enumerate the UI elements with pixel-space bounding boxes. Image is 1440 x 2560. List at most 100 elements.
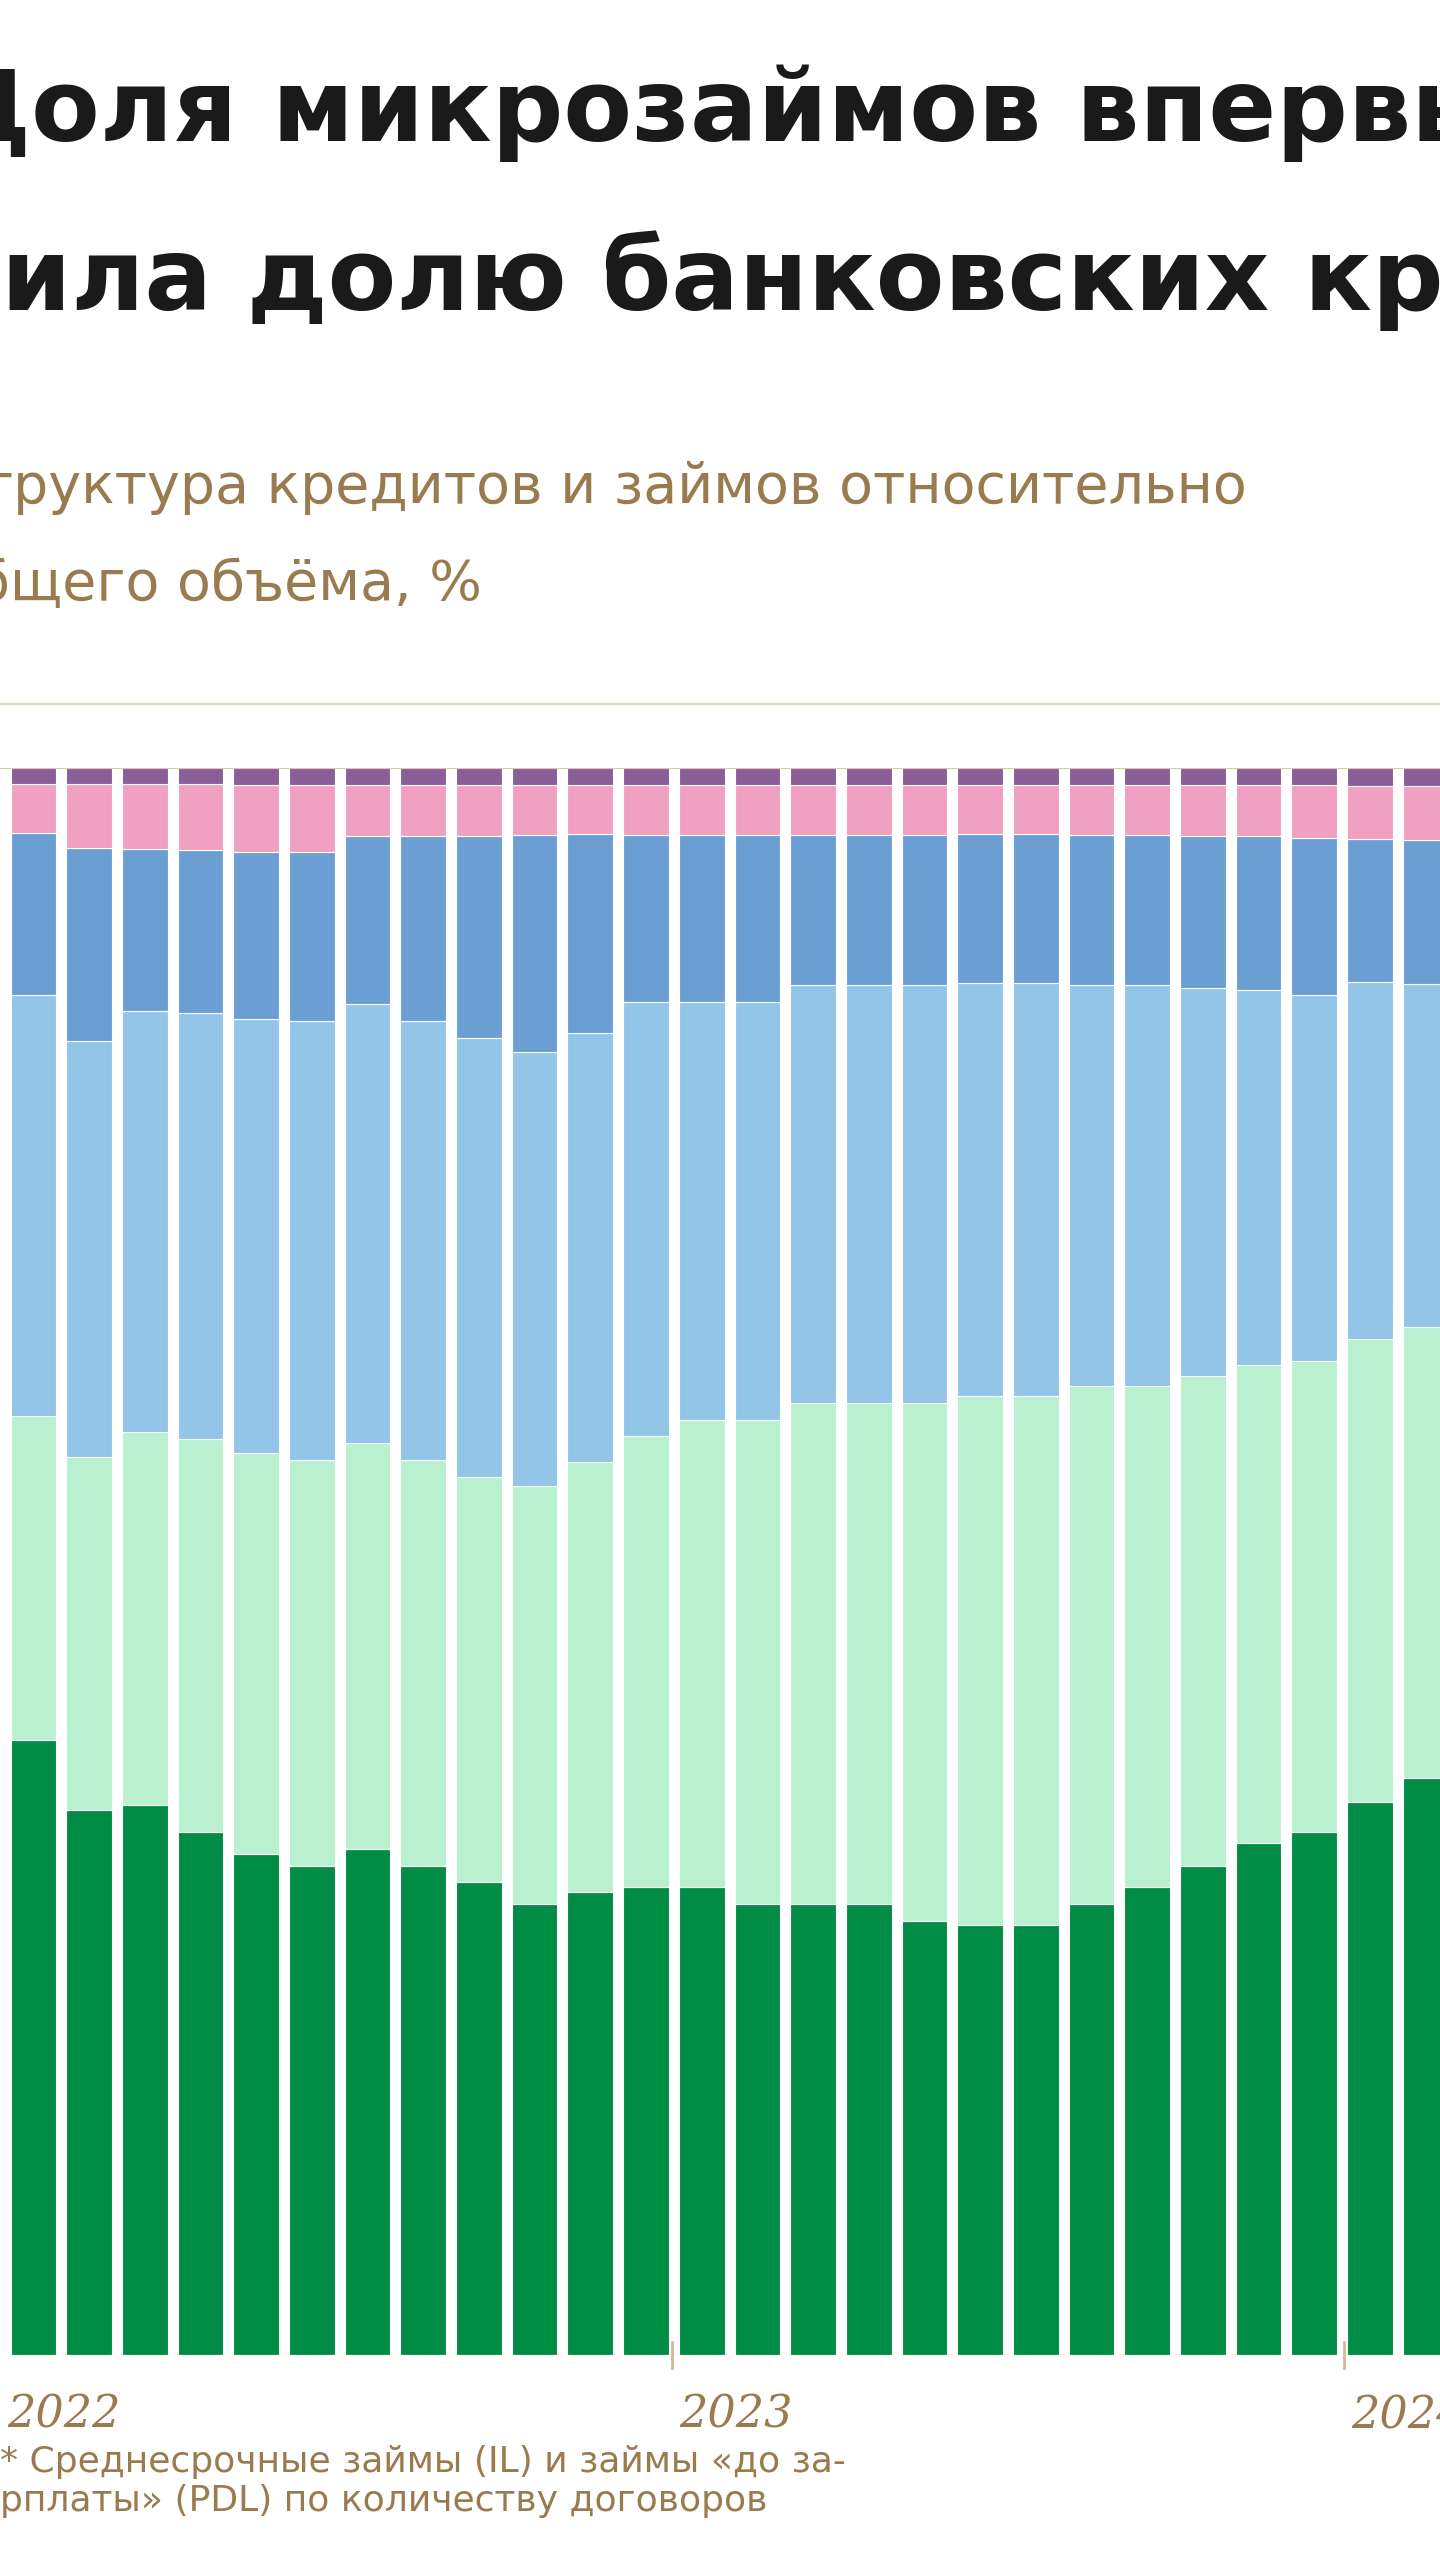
Bar	[289, 852, 334, 1021]
Bar	[678, 1001, 724, 1421]
Bar	[10, 996, 56, 1416]
Bar	[1292, 837, 1338, 996]
Text: 2023: 2023	[680, 2394, 792, 2437]
Bar	[624, 1001, 668, 1436]
Bar	[66, 1810, 112, 2355]
Bar	[1181, 988, 1225, 1375]
Text: Доля микрозаймов впервые превы-: Доля микрозаймов впервые превы-	[0, 64, 1440, 161]
Bar	[1068, 786, 1115, 835]
Bar	[1403, 768, 1440, 786]
Bar	[400, 1866, 446, 2355]
Bar	[456, 768, 501, 786]
Bar	[289, 1866, 334, 2355]
Bar	[1403, 986, 1440, 1326]
Bar	[734, 1001, 780, 1421]
Text: 2024: 2024	[1351, 2394, 1440, 2437]
Bar	[1292, 996, 1338, 1362]
Bar	[958, 768, 1004, 783]
Bar	[845, 768, 891, 786]
Bar	[233, 1019, 279, 1454]
Bar	[177, 768, 223, 783]
Bar	[233, 1454, 279, 1853]
Bar	[1068, 768, 1115, 786]
Bar	[567, 1892, 613, 2355]
Bar	[1125, 1887, 1171, 2355]
Bar	[400, 1021, 446, 1459]
Bar	[845, 786, 891, 835]
Bar	[1181, 1866, 1225, 2355]
Bar	[511, 835, 557, 1052]
Bar	[791, 986, 835, 1403]
Bar	[10, 832, 56, 996]
Bar	[511, 786, 557, 835]
Bar	[66, 847, 112, 1039]
Bar	[791, 768, 835, 786]
Bar	[456, 835, 501, 1039]
Bar	[1403, 1326, 1440, 1779]
Bar	[1236, 768, 1282, 786]
Bar	[845, 835, 891, 986]
Bar	[344, 786, 390, 835]
Bar	[1012, 835, 1058, 983]
Bar	[624, 1436, 668, 1887]
Bar	[456, 1477, 501, 1882]
Bar	[734, 1905, 780, 2355]
Bar	[845, 1905, 891, 2355]
Bar	[1236, 991, 1282, 1364]
Bar	[1292, 786, 1338, 837]
Bar	[567, 783, 613, 835]
Bar	[1292, 1362, 1338, 1833]
Bar	[289, 1459, 334, 1866]
Bar	[567, 1032, 613, 1462]
Bar	[10, 768, 56, 783]
Bar	[289, 768, 334, 786]
Bar	[958, 1395, 1004, 1925]
Bar	[177, 1439, 223, 1830]
Bar	[1236, 786, 1282, 837]
Bar	[10, 1741, 56, 2355]
Bar	[1236, 837, 1282, 991]
Bar	[1012, 983, 1058, 1395]
Text: 2022: 2022	[7, 2394, 121, 2437]
Bar	[1348, 768, 1392, 786]
Bar	[1403, 786, 1440, 840]
Bar	[1348, 1339, 1392, 1802]
Bar	[958, 983, 1004, 1395]
Bar	[958, 835, 1004, 983]
Bar	[10, 1416, 56, 1741]
Bar	[901, 768, 948, 786]
Bar	[1292, 1833, 1338, 2355]
Bar	[734, 835, 780, 1001]
Bar	[1012, 1925, 1058, 2355]
Bar	[400, 835, 446, 1021]
Bar	[122, 850, 167, 1011]
Bar	[958, 783, 1004, 835]
Bar	[567, 835, 613, 1032]
Bar	[511, 1487, 557, 1905]
Bar	[177, 783, 223, 850]
Bar	[567, 768, 613, 783]
Bar	[1068, 835, 1115, 986]
Bar	[289, 786, 334, 852]
Bar	[791, 1403, 835, 1905]
Bar	[624, 768, 668, 786]
Bar	[1181, 835, 1225, 988]
Bar	[791, 835, 835, 986]
Bar	[678, 835, 724, 1001]
Bar	[791, 786, 835, 835]
Bar	[233, 786, 279, 852]
Bar	[1181, 786, 1225, 835]
Bar	[511, 1052, 557, 1487]
Bar	[400, 768, 446, 786]
Bar	[1125, 768, 1171, 786]
Bar	[1068, 1905, 1115, 2355]
Bar	[1125, 835, 1171, 986]
Bar	[66, 783, 112, 847]
Bar	[901, 986, 948, 1403]
Bar	[122, 1011, 167, 1431]
Bar	[845, 1403, 891, 1905]
Bar	[678, 768, 724, 786]
Bar	[845, 986, 891, 1403]
Bar	[734, 768, 780, 786]
Bar	[901, 835, 948, 986]
